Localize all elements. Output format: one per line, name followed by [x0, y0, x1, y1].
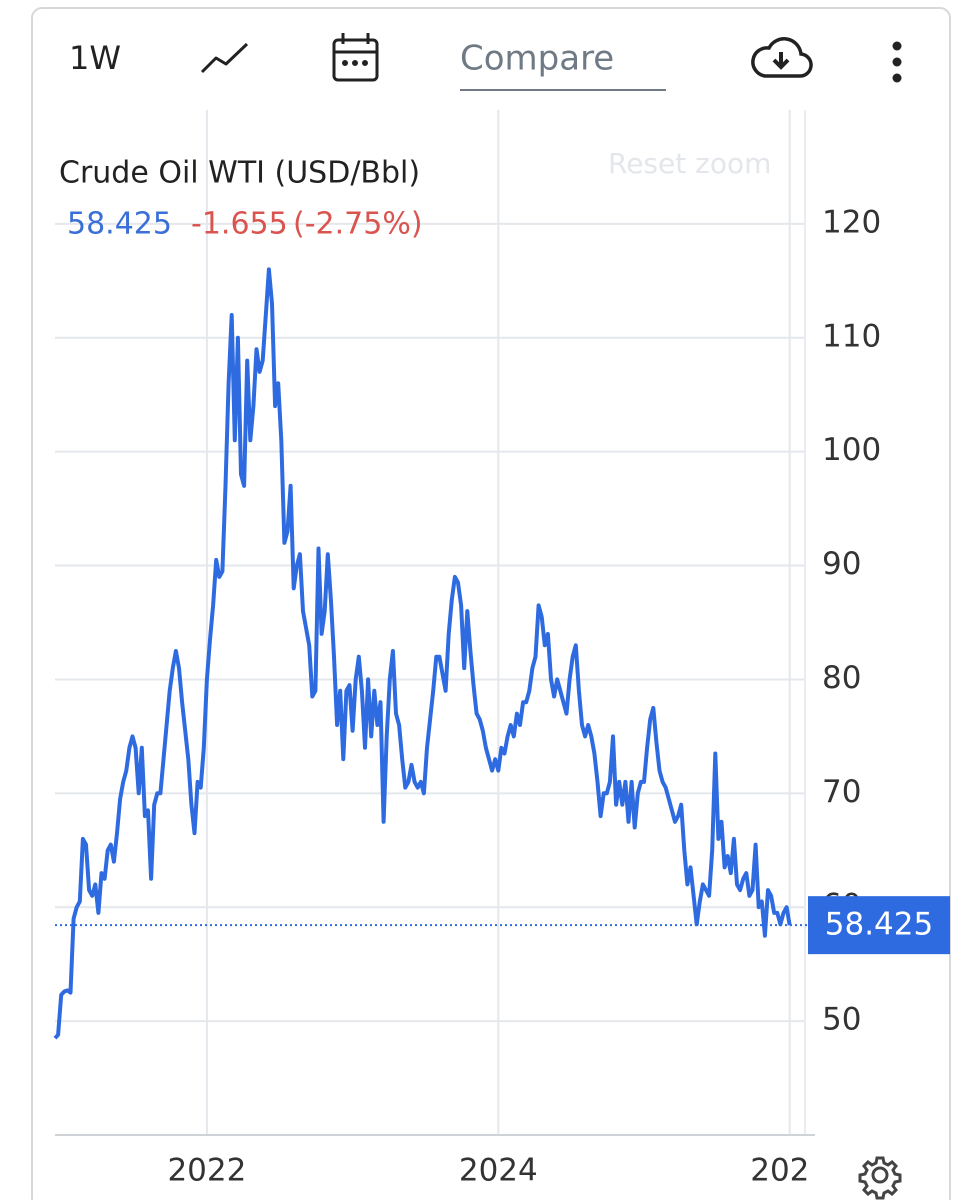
- x-tick-label: 2026: [750, 1153, 829, 1189]
- menu-icon[interactable]: [892, 41, 902, 83]
- last-price-box: [808, 896, 950, 955]
- settings-icon[interactable]: [858, 1156, 902, 1200]
- y-tick-label: 110: [822, 318, 881, 354]
- period-button[interactable]: 1W: [69, 39, 121, 77]
- last-price: 58.425: [67, 207, 172, 242]
- y-tick-label: 80: [822, 660, 861, 696]
- y-tick-label: 50: [822, 1002, 861, 1038]
- y-tick-label: 90: [822, 546, 861, 582]
- chart-type-icon[interactable]: [200, 42, 249, 74]
- y-tick-label: 100: [822, 432, 881, 468]
- compare-input[interactable]: Compare: [460, 39, 614, 79]
- price-change: -1.655: [191, 207, 288, 242]
- y-tick-label: 70: [822, 774, 861, 810]
- last-price-label: 58.425: [825, 907, 933, 943]
- download-icon[interactable]: [751, 37, 813, 78]
- price-change-percent: (-2.75%): [293, 207, 423, 242]
- calendar-icon[interactable]: [332, 33, 379, 82]
- x-tick-label: 2022: [167, 1153, 246, 1189]
- reset-zoom-button[interactable]: Reset zoom: [608, 147, 771, 180]
- x-tick-label: 2024: [459, 1153, 538, 1189]
- card: [31, 7, 951, 1200]
- price-line: [53, 267, 792, 1040]
- chart-title: Crude Oil WTI (USD/Bbl): [59, 156, 420, 191]
- y-tick-label: 120: [822, 204, 881, 240]
